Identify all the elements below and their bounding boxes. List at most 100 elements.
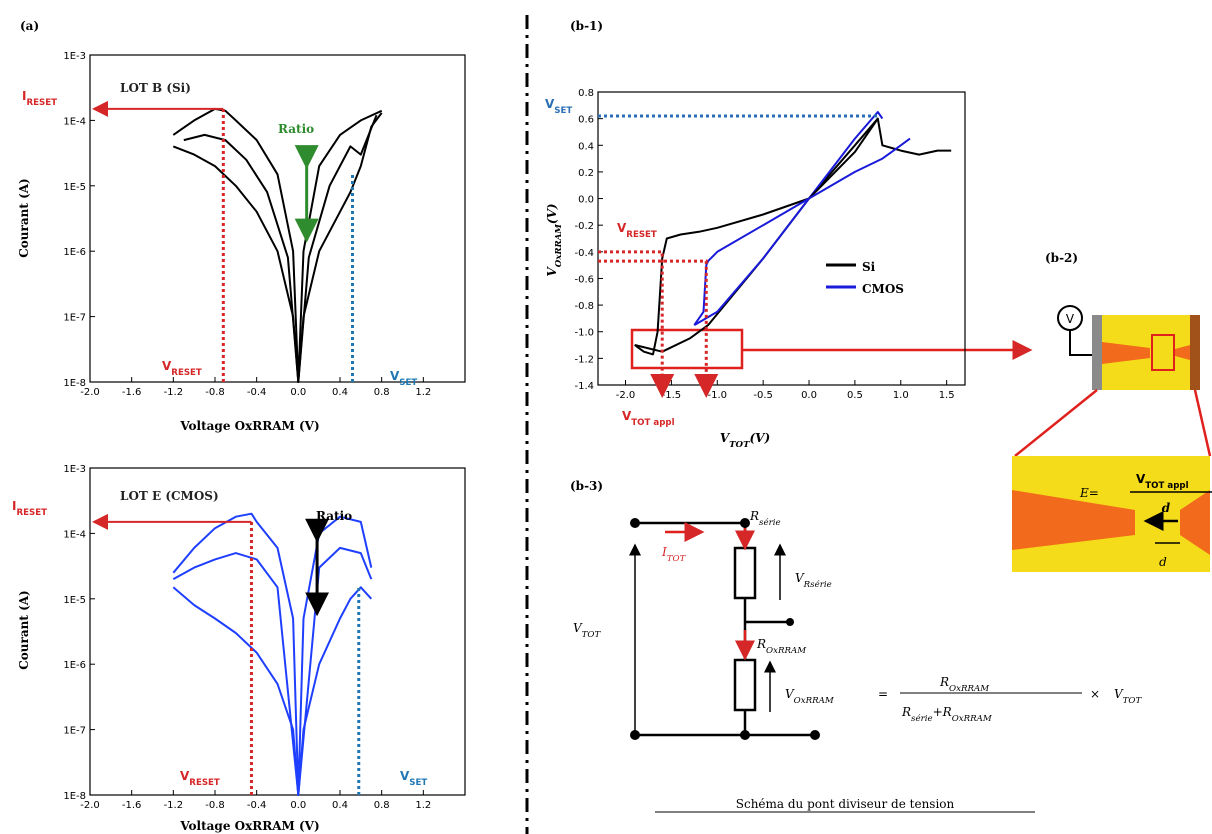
annotation-part: SET bbox=[409, 778, 427, 788]
annotation-part: RESET bbox=[626, 230, 657, 240]
circuit-label-part: Rsérie bbox=[803, 579, 832, 590]
x-tick-label: 0.0 bbox=[290, 800, 306, 811]
y-tick-label: -0.6 bbox=[574, 274, 594, 285]
y-tick-label: 1E-5 bbox=[63, 182, 86, 193]
y-tick-label: 1E-7 bbox=[63, 313, 86, 324]
annotation: VSET bbox=[545, 97, 572, 116]
x-tick-label: 0.4 bbox=[332, 387, 348, 398]
x-tick-label: -1.6 bbox=[122, 800, 142, 811]
x-tick-label: -1.2 bbox=[164, 387, 184, 398]
y-tick-label: 0.8 bbox=[578, 88, 594, 99]
x-axis-label: Voltage OxRRAM (V) bbox=[179, 819, 319, 833]
plot-frame bbox=[89, 54, 466, 383]
circuit-label-part: TOT bbox=[582, 630, 602, 640]
x-axis-label: VTOT(V) bbox=[720, 431, 770, 450]
y-tick-label: 1E-8 bbox=[63, 791, 86, 802]
field-den: d bbox=[1162, 501, 1171, 515]
circuit-label: VRsérie bbox=[795, 571, 832, 590]
panel-label: (b-2) bbox=[1045, 251, 1078, 265]
circuit-label-part: série bbox=[759, 517, 781, 528]
annotation-part: RESET bbox=[171, 368, 202, 378]
y-tick-label: 1E-5 bbox=[63, 595, 86, 606]
equation-lhs-part: OxRRAM bbox=[794, 696, 835, 706]
annotation-part: V bbox=[545, 97, 555, 111]
x-axis-label-part: (V) bbox=[750, 431, 771, 445]
caption: Schéma du pont diviseur de tension bbox=[736, 797, 955, 811]
field-num-part: TOT appl bbox=[1145, 481, 1188, 491]
annotation-part: I bbox=[22, 89, 26, 103]
x-tick-label: -1.0 bbox=[708, 390, 728, 401]
x-tick-label: -2.0 bbox=[80, 800, 100, 811]
y-tick-label: -1.2 bbox=[574, 354, 594, 365]
circuit-label: ITOT bbox=[661, 545, 687, 564]
x-tick-label: 1.5 bbox=[939, 390, 955, 401]
circuit-label-part: V bbox=[795, 571, 805, 585]
y-tick-label: -1.0 bbox=[574, 328, 594, 339]
annotation-part: I bbox=[12, 499, 16, 513]
chart-title: LOT B (Si) bbox=[120, 81, 191, 95]
panel-label: (b-1) bbox=[570, 19, 603, 33]
legend-label: Si bbox=[862, 260, 876, 274]
chart-title: LOT E (CMOS) bbox=[120, 489, 219, 503]
data-line bbox=[693, 111, 884, 326]
circuit-label-part: V bbox=[573, 621, 583, 635]
equation-rhs-part: V bbox=[1114, 687, 1124, 701]
data-line bbox=[634, 117, 952, 356]
circuit-label: ROxRRAM bbox=[756, 637, 807, 656]
circuit-label: Rsérie bbox=[749, 509, 781, 528]
y-tick-label: 0.2 bbox=[578, 168, 594, 179]
circuit bbox=[629, 521, 1082, 737]
equation-times: × bbox=[1090, 687, 1100, 701]
x-tick-label: -0.8 bbox=[205, 387, 225, 398]
x-tick-label: 0.8 bbox=[374, 800, 390, 811]
equation-rhs-part: TOT bbox=[1123, 696, 1143, 706]
y-tick-label: -1.4 bbox=[574, 381, 594, 392]
annotation: VRESET bbox=[617, 221, 657, 240]
y-axis-label-part: V bbox=[545, 266, 559, 277]
y-axis-label: VOxRRAM(V) bbox=[545, 203, 564, 276]
y-tick-label: 1E-6 bbox=[63, 660, 86, 671]
annotation: Ratio bbox=[316, 509, 352, 523]
y-tick-label: 1E-7 bbox=[63, 726, 86, 737]
equation-lhs: VOxRRAM bbox=[785, 687, 835, 706]
annotation: IRESET bbox=[22, 89, 57, 108]
annotation-part: V bbox=[400, 769, 410, 783]
annotation: VSET bbox=[400, 769, 427, 788]
circuit-label-part: I bbox=[661, 545, 667, 559]
annotation-part: V bbox=[390, 369, 400, 383]
equation-num: ROxRRAM bbox=[939, 675, 990, 694]
gap-label: d bbox=[1159, 555, 1167, 569]
annotation-part: SET bbox=[554, 106, 572, 116]
annotation-part: RESET bbox=[26, 98, 57, 108]
annotation: VTOT appl bbox=[622, 409, 675, 428]
y-tick-label: 1E-3 bbox=[63, 464, 86, 475]
source-label: V bbox=[1066, 312, 1075, 326]
annotation-part: RESET bbox=[189, 778, 220, 788]
x-tick-label: -1.5 bbox=[662, 390, 682, 401]
y-tick-label: 1E-3 bbox=[63, 51, 86, 62]
x-tick-label: 1.2 bbox=[415, 387, 431, 398]
y-axis-label-part: OxRRAM bbox=[554, 224, 564, 268]
annotation: VSET bbox=[390, 369, 417, 388]
circuit-label-part: R bbox=[756, 637, 766, 651]
annotation-part: V bbox=[180, 769, 190, 783]
x-tick-label: 0.4 bbox=[332, 800, 348, 811]
y-axis-label: Courant (A) bbox=[17, 178, 31, 258]
equation-den-part: OxRRAM bbox=[952, 714, 993, 724]
equation-den: Rsérie+ROxRRAM bbox=[901, 705, 993, 724]
x-tick-label: 0.5 bbox=[847, 390, 863, 401]
field-num: VTOT appl bbox=[1136, 472, 1189, 491]
data-line bbox=[172, 586, 373, 796]
marker-line bbox=[598, 250, 675, 398]
annotation-part: V bbox=[617, 221, 627, 235]
y-tick-label: 0.0 bbox=[578, 195, 594, 206]
equation-den-part: R bbox=[901, 705, 911, 719]
equation-rhs: VTOT bbox=[1114, 687, 1142, 706]
equation-den-part: R bbox=[942, 705, 952, 719]
x-axis-label: Voltage OxRRAM (V) bbox=[179, 419, 319, 433]
circuit-label-part: OxRRAM bbox=[766, 646, 807, 656]
x-tick-label: -2.0 bbox=[80, 387, 100, 398]
data-line bbox=[693, 137, 911, 326]
x-tick-label: 1.2 bbox=[415, 800, 431, 811]
